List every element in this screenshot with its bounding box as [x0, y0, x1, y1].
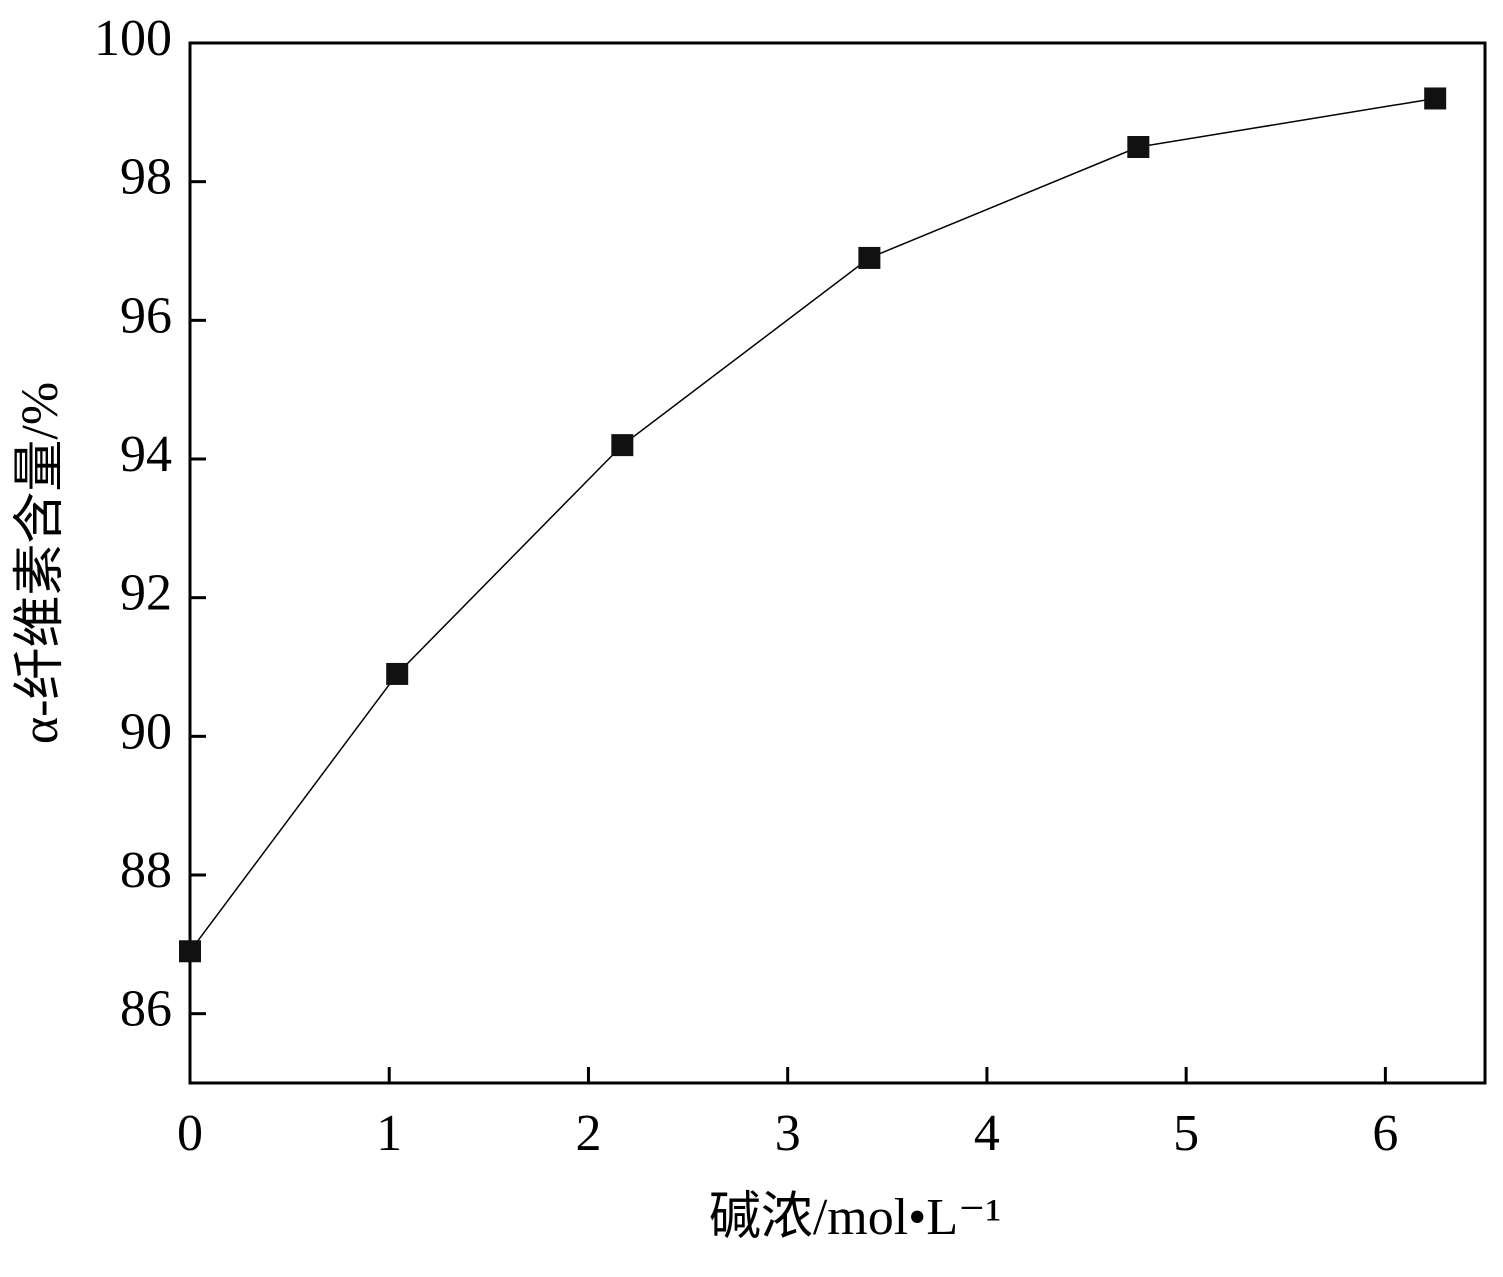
- y-tick-label: 92: [120, 565, 172, 622]
- x-axis-label: 碱浓/mol•L⁻¹: [709, 1189, 1001, 1246]
- y-tick-label: 90: [120, 703, 172, 760]
- marker: [858, 246, 881, 269]
- y-tick-label: 98: [120, 149, 172, 206]
- marker: [1127, 136, 1150, 158]
- y-tick-label: 88: [120, 842, 172, 899]
- x-tick-label: 0: [177, 1105, 203, 1162]
- x-tick-label: 3: [775, 1105, 801, 1162]
- y-tick-label: 86: [120, 981, 172, 1038]
- x-tick-label: 2: [575, 1105, 601, 1162]
- y-tick-label: 96: [120, 287, 172, 344]
- marker: [611, 434, 634, 457]
- x-tick-label: 6: [1372, 1105, 1398, 1162]
- y-axis-label: α-纤维素含量/%: [12, 382, 69, 744]
- marker: [179, 940, 201, 963]
- series-line: [189, 97, 1436, 952]
- marker: [1424, 87, 1447, 110]
- x-tick-label: 5: [1173, 1105, 1199, 1162]
- x-tick-label: 4: [974, 1105, 1000, 1162]
- plot-frame: [188, 41, 1487, 1085]
- y-tick-label: 94: [120, 426, 172, 483]
- marker: [386, 662, 409, 685]
- y-tick-label: 100: [94, 10, 172, 67]
- x-tick-label: 1: [376, 1105, 402, 1162]
